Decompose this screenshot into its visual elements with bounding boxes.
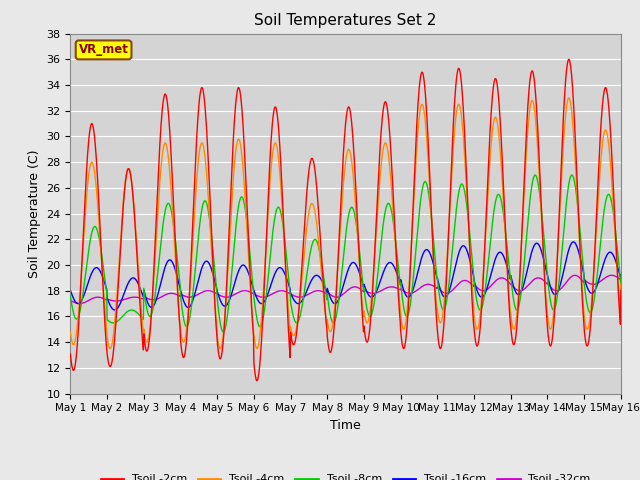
Title: Soil Temperatures Set 2: Soil Temperatures Set 2 (255, 13, 436, 28)
Legend: Tsoil -2cm, Tsoil -4cm, Tsoil -8cm, Tsoil -16cm, Tsoil -32cm: Tsoil -2cm, Tsoil -4cm, Tsoil -8cm, Tsoi… (96, 470, 595, 480)
X-axis label: Time: Time (330, 419, 361, 432)
Text: VR_met: VR_met (79, 43, 129, 56)
Y-axis label: Soil Temperature (C): Soil Temperature (C) (28, 149, 41, 278)
